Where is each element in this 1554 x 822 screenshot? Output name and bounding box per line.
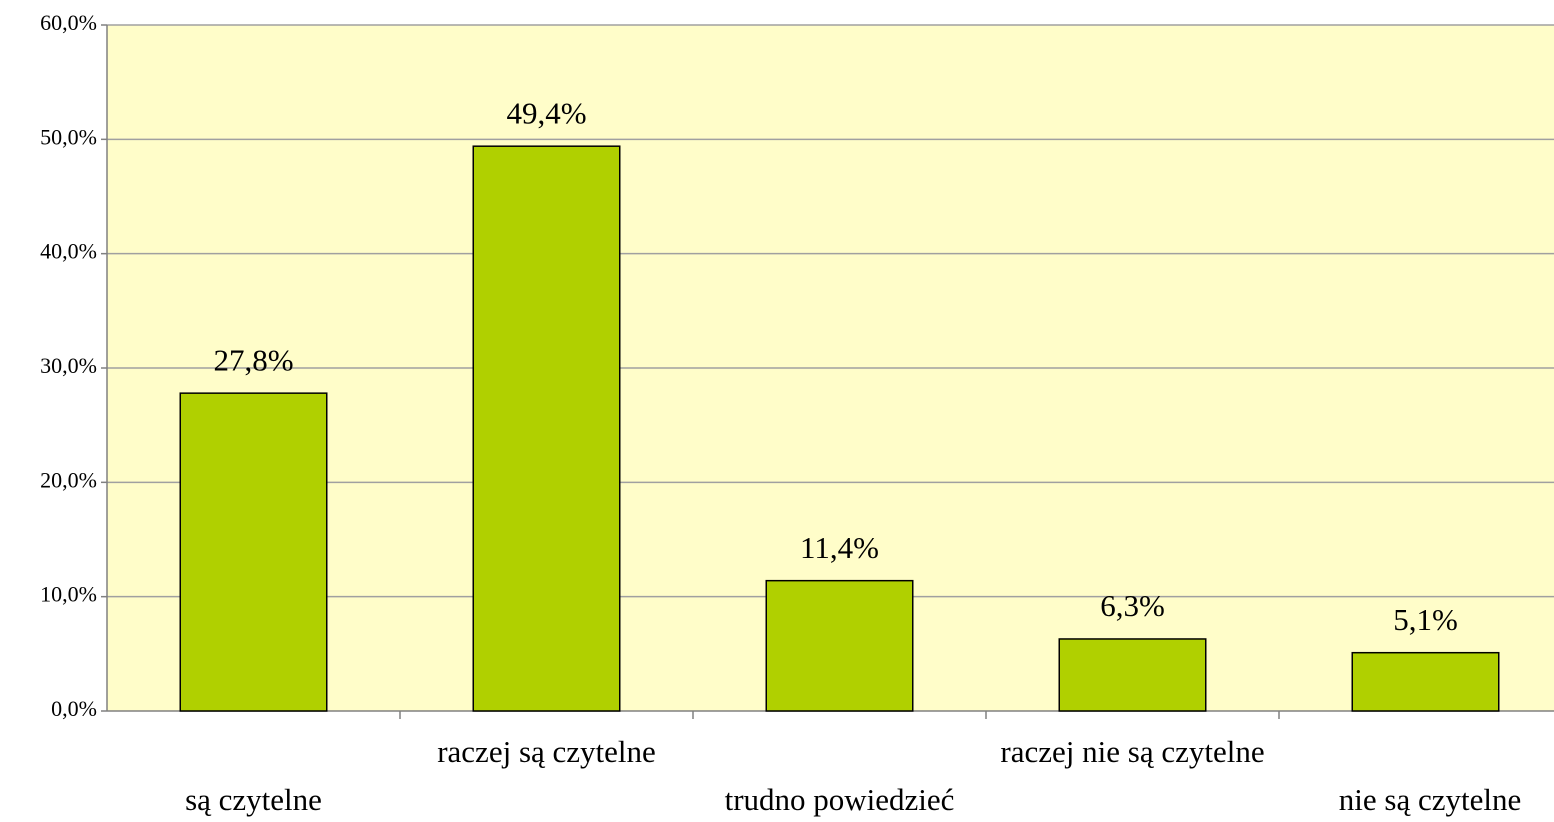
bar xyxy=(1351,651,1500,712)
x-tick-label: raczej nie są czytelne xyxy=(1000,734,1264,769)
y-tick-label: 10,0% xyxy=(40,582,97,607)
y-tick-label: 60,0% xyxy=(40,10,97,35)
bar xyxy=(179,392,328,712)
x-tick-label: są czytelne xyxy=(185,782,322,817)
y-tick-label: 20,0% xyxy=(40,467,97,492)
y-tick-label: 30,0% xyxy=(40,353,97,378)
value-label: 5,1% xyxy=(1393,602,1458,637)
x-tick-label: trudno powiedzieć xyxy=(725,782,955,817)
bar xyxy=(765,579,914,712)
value-label: 6,3% xyxy=(1100,588,1165,623)
y-tick-label: 40,0% xyxy=(40,239,97,264)
bar xyxy=(472,145,621,712)
value-label: 11,4% xyxy=(800,530,879,565)
y-tick-label: 0,0% xyxy=(51,696,97,721)
x-tick-label: nie są czytelne xyxy=(1339,782,1521,817)
y-tick-label: 50,0% xyxy=(40,124,97,149)
value-label: 49,4% xyxy=(506,95,586,130)
bar xyxy=(1058,638,1207,712)
value-label: 27,8% xyxy=(213,342,293,377)
x-tick-label: raczej są czytelne xyxy=(437,734,656,769)
